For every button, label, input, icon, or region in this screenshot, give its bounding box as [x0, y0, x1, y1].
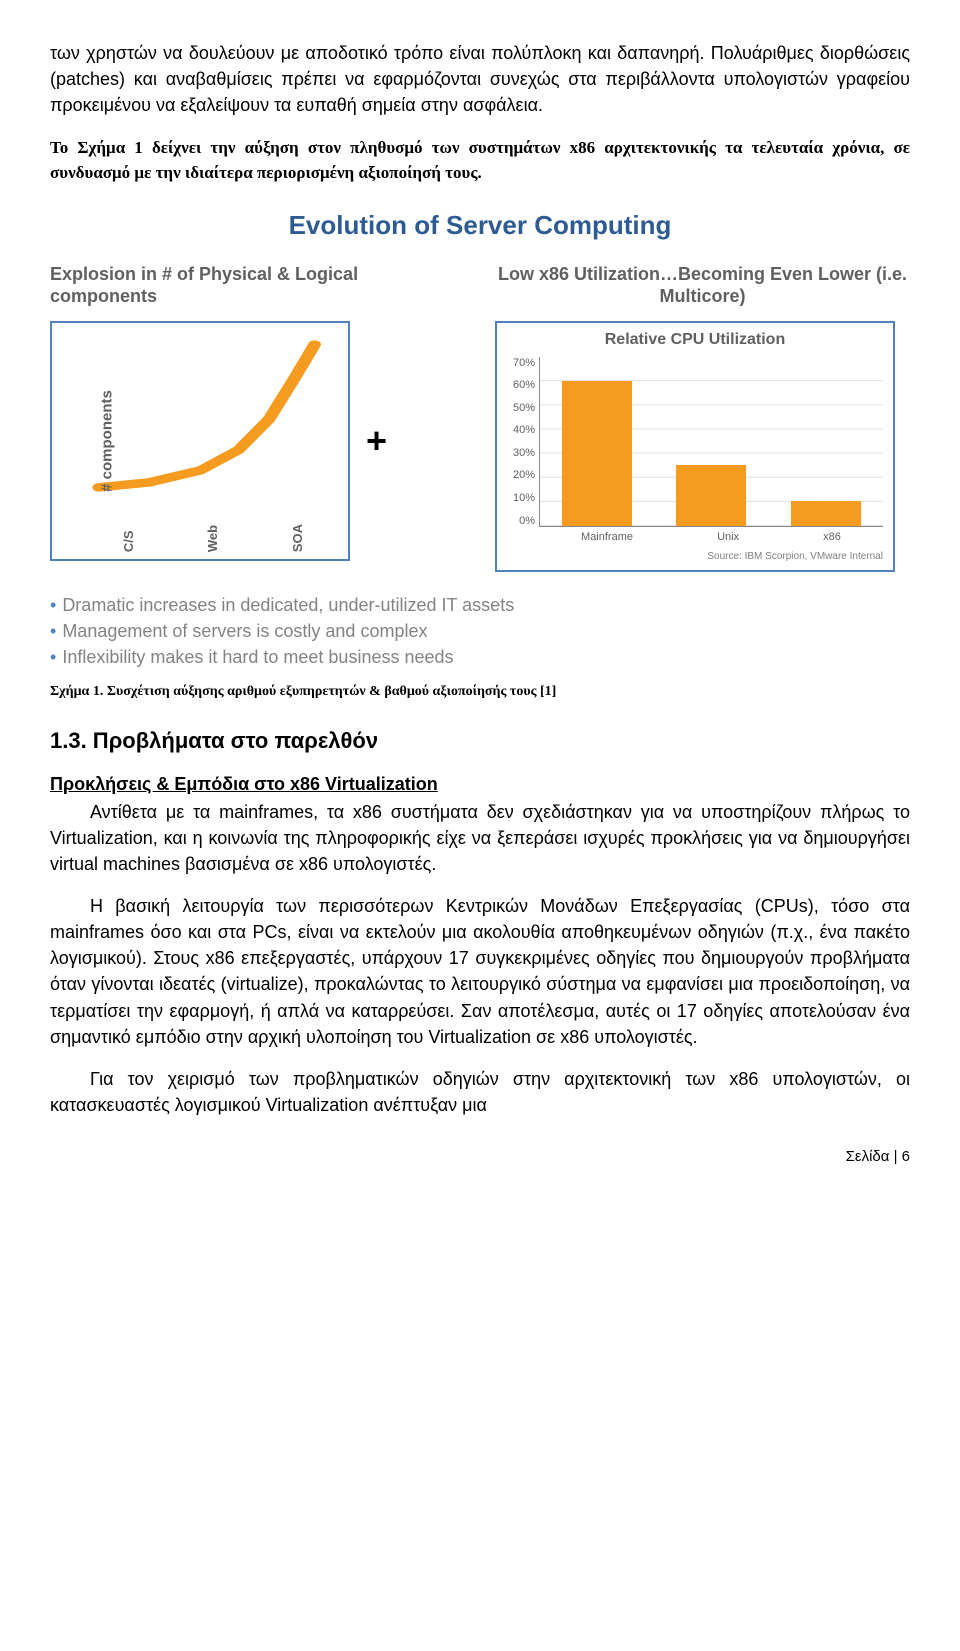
y-tick: 40%: [507, 424, 535, 436]
bullet-item: •Dramatic increases in dedicated, under-…: [50, 592, 910, 618]
bar-x-label: Unix: [717, 531, 739, 543]
bullet-text: Inflexibility makes it hard to meet busi…: [62, 644, 453, 670]
x-category: C/S: [121, 524, 136, 552]
bar-x-label: x86: [823, 531, 841, 543]
figure-main-title: Evolution of Server Computing: [50, 210, 910, 241]
figure-evolution: Evolution of Server Computing Explosion …: [50, 210, 910, 670]
figure-note: Το Σχήμα 1 δείχνει την αύξηση στον πληθυ…: [50, 136, 910, 185]
paragraph-3: Για τον χειρισμό των προβληματικών οδηγι…: [50, 1066, 910, 1118]
y-tick: 50%: [507, 402, 535, 414]
growth-curve: [86, 331, 340, 501]
sub-heading: Προκλήσεις & Εμπόδια στο x86 Virtualizat…: [50, 774, 910, 795]
bar-chart-title: Relative CPU Utilization: [507, 331, 883, 349]
bar-plot: [539, 357, 883, 527]
y-tick: 70%: [507, 357, 535, 369]
bar: [791, 501, 861, 525]
figure-right-col: Low x86 Utilization…Becoming Even Lower …: [495, 263, 910, 572]
bullet-dot-icon: •: [50, 592, 56, 618]
bar-y-axis: 70% 60% 50% 40% 30% 20% 10% 0%: [507, 357, 539, 527]
bar: [562, 381, 632, 526]
intro-paragraph: των χρηστών να δουλεύουν με αποδοτικό τρ…: [50, 40, 910, 118]
figure-caption: Σχήμα 1. Συσχέτιση αύξησης αριθμού εξυπη…: [50, 684, 910, 700]
bullet-text: Management of servers is costly and comp…: [62, 618, 427, 644]
components-line-chart: # components C/S Web SOA: [50, 321, 350, 561]
bar-x-label: Mainframe: [581, 531, 633, 543]
bullet-text: Dramatic increases in dedicated, under-u…: [62, 592, 514, 618]
right-subtitle: Low x86 Utilization…Becoming Even Lower …: [495, 263, 910, 311]
paragraph-2: Η βασική λειτουργία των περισσότερων Κεν…: [50, 893, 910, 1050]
x-categories: C/S Web SOA: [86, 524, 340, 552]
figure-left-col: Explosion in # of Physical & Logical com…: [50, 263, 465, 561]
paragraph-1: Αντίθετα με τα mainframes, τα x86 συστήμ…: [50, 799, 910, 877]
y-tick: 30%: [507, 447, 535, 459]
figure-bullets: •Dramatic increases in dedicated, under-…: [50, 592, 910, 670]
bullet-dot-icon: •: [50, 644, 56, 670]
y-tick: 0%: [507, 515, 535, 527]
bar-columns: [540, 357, 883, 526]
bar-chart-area: 70% 60% 50% 40% 30% 20% 10% 0%: [507, 357, 883, 527]
x-category: Web: [205, 524, 220, 552]
section-heading: 1.3. Προβλήματα στο παρελθόν: [50, 728, 910, 754]
y-tick: 10%: [507, 492, 535, 504]
y-axis-label: # components: [98, 390, 115, 492]
x-category: SOA: [290, 524, 305, 552]
bullet-item: •Management of servers is costly and com…: [50, 618, 910, 644]
bar-x-axis: Mainframe Unix x86: [539, 531, 883, 543]
bar: [676, 465, 746, 525]
figure-columns: Explosion in # of Physical & Logical com…: [50, 263, 910, 572]
left-subtitle: Explosion in # of Physical & Logical com…: [50, 263, 465, 311]
y-tick: 20%: [507, 469, 535, 481]
plus-icon: +: [366, 420, 387, 462]
bullet-dot-icon: •: [50, 618, 56, 644]
left-chart-row: # components C/S Web SOA +: [50, 321, 465, 561]
bar-source: Source: IBM Scorpion, VMware Internal: [507, 551, 883, 562]
cpu-bar-chart: Relative CPU Utilization 70% 60% 50% 40% 30%…: [495, 321, 895, 572]
y-tick: 60%: [507, 379, 535, 391]
bullet-item: •Inflexibility makes it hard to meet bus…: [50, 644, 910, 670]
page-footer: Σελίδα | 6: [50, 1148, 910, 1165]
